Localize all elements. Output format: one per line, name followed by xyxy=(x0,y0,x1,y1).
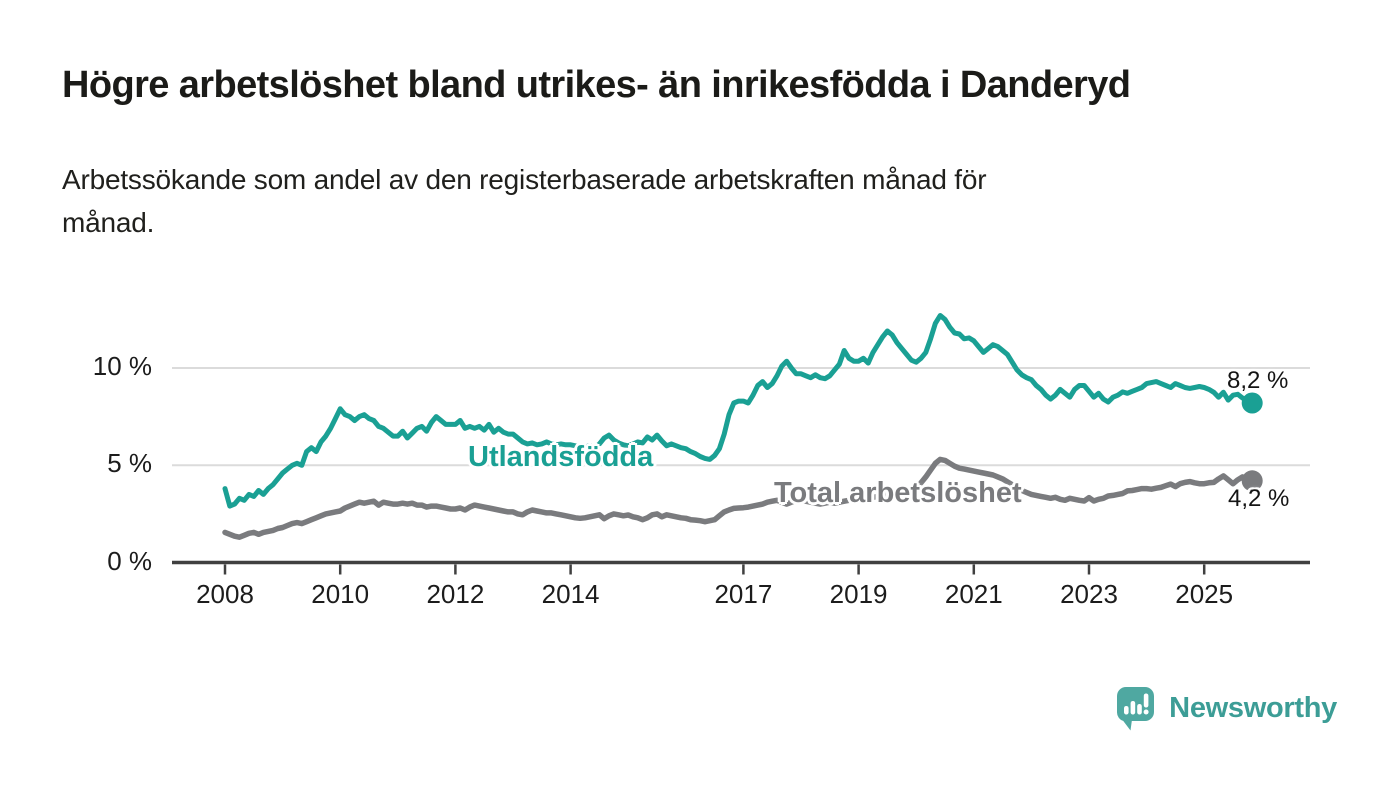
series-end-dot-total xyxy=(1241,470,1263,492)
subtitle-line-2: månad. xyxy=(62,207,155,238)
logo-bubble-shape xyxy=(1117,687,1155,731)
subtitle-line-1: Arbetssökande som andel av den registerb… xyxy=(62,164,987,195)
newsworthy-logo-text: Newsworthy xyxy=(1169,692,1337,724)
logo-bar-2 xyxy=(1130,701,1136,715)
logo-bar-3 xyxy=(1137,704,1142,715)
series-line-utlandsfodda xyxy=(222,313,1255,509)
logo-exclamation-dot xyxy=(1143,709,1149,715)
newsworthy-logo: Newsworthy xyxy=(1116,686,1337,731)
series-end-dot-utlandsfodda xyxy=(1241,392,1263,414)
page-title: Högre arbetslöshet bland utrikes- än inr… xyxy=(62,64,1131,106)
newsworthy-logo-icon xyxy=(1117,687,1155,731)
series-line-total xyxy=(222,456,1255,540)
chart-subtitle: Arbetssökande som andel av den registerb… xyxy=(62,158,987,244)
logo-bar-1 xyxy=(1124,706,1129,715)
logo-exclamation-bar xyxy=(1143,693,1149,708)
